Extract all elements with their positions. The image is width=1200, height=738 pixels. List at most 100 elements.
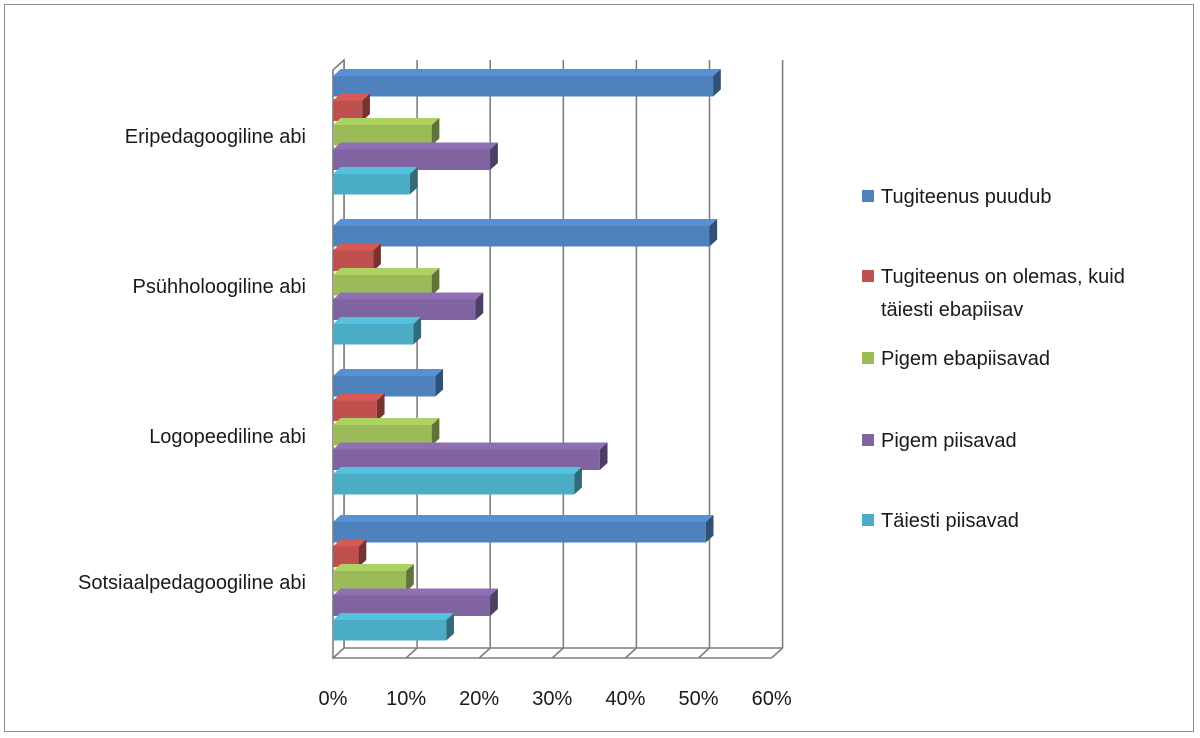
bar-end xyxy=(373,243,381,271)
x-tick-label: 60% xyxy=(752,688,792,710)
bar-top xyxy=(333,564,414,571)
bar-top xyxy=(333,539,367,547)
bar-front xyxy=(333,76,714,97)
legend: Tugiteenus puudub Tugiteenus on olemas, k… xyxy=(862,186,1125,532)
bar-front xyxy=(333,324,414,345)
x-tick-label: 40% xyxy=(605,688,645,710)
bar-top xyxy=(333,243,381,251)
legend-swatch xyxy=(862,270,874,282)
bar xyxy=(333,393,385,421)
floor-depth-line xyxy=(478,647,491,659)
legend-label: Pigem ebapiisavad xyxy=(881,348,1050,370)
category-label: Sotsiaalpedagoogiline abi xyxy=(78,572,306,594)
legend-swatch xyxy=(862,190,874,202)
bar-top xyxy=(333,369,444,376)
bar-front xyxy=(333,226,710,247)
bar xyxy=(333,69,721,97)
bar-top xyxy=(333,613,455,620)
bar-end xyxy=(713,69,721,97)
bar-front xyxy=(333,595,491,616)
bar-end xyxy=(409,167,418,195)
bar-end xyxy=(362,93,370,121)
bar xyxy=(333,369,444,397)
bar-end xyxy=(413,317,422,345)
bar xyxy=(333,467,582,495)
bar-top xyxy=(333,93,370,101)
bar xyxy=(333,243,381,271)
bar-top xyxy=(333,588,498,596)
legend-item: Täiesti piisavad xyxy=(862,510,1019,532)
bar-end xyxy=(709,219,718,247)
bar-front xyxy=(333,376,436,397)
legend-label: Pigem piisavad xyxy=(881,430,1017,452)
bar-top xyxy=(333,142,498,150)
x-tick-label: 0% xyxy=(319,688,348,710)
bar-end xyxy=(490,588,498,616)
bar-top xyxy=(333,69,721,76)
bar-end xyxy=(406,564,414,592)
category-label: Psühholoogiline abi xyxy=(133,276,306,298)
bar xyxy=(333,268,440,296)
legend-item: Pigem piisavad xyxy=(862,430,1017,452)
bar-front xyxy=(333,400,377,421)
bar-front xyxy=(333,275,432,296)
bar xyxy=(333,317,422,345)
bar-end xyxy=(705,515,714,543)
bar-top xyxy=(333,292,484,300)
bar-top xyxy=(333,442,608,450)
bar-end xyxy=(376,393,385,421)
bar-top xyxy=(333,167,418,174)
floor-depth-line xyxy=(771,647,784,659)
bar-top xyxy=(333,393,385,401)
legend-item: Pigem ebapiisavad xyxy=(862,348,1050,370)
legend-swatch xyxy=(862,514,874,526)
bar-front xyxy=(333,571,407,592)
bars xyxy=(333,69,721,641)
bar-front xyxy=(333,425,432,446)
bar xyxy=(333,515,714,543)
bar xyxy=(333,219,718,247)
bar-top xyxy=(333,515,714,522)
legend-item: Tugiteenus on olemas, kuid täiesti ebapii… xyxy=(862,266,1125,321)
bar-front xyxy=(333,250,374,271)
x-tick-label: 50% xyxy=(678,688,718,710)
floor-depth-line xyxy=(551,647,564,659)
bar-front xyxy=(333,620,447,641)
bar-end xyxy=(490,142,498,170)
bar-front xyxy=(333,125,432,146)
legend-label: Tugiteenus puudub xyxy=(881,186,1052,208)
bar-top xyxy=(333,467,582,474)
legend-label: Tugiteenus on olemas, kuid xyxy=(881,266,1125,288)
bar-end xyxy=(435,369,444,397)
bar xyxy=(333,118,440,146)
bar-front xyxy=(333,546,359,567)
bar xyxy=(333,588,498,616)
bar-end xyxy=(431,418,440,446)
legend-item: Tugiteenus puudub xyxy=(862,186,1052,208)
chart-frame xyxy=(4,4,1194,732)
bar xyxy=(333,564,414,592)
bar xyxy=(333,142,498,170)
bar-end xyxy=(431,268,440,296)
bar-front xyxy=(333,522,706,543)
x-tick-label: 20% xyxy=(459,688,499,710)
bar-top xyxy=(333,317,422,324)
bar-top xyxy=(333,118,440,125)
x-tick-label: 10% xyxy=(386,688,426,710)
bar-front xyxy=(333,299,476,320)
floor-depth-line xyxy=(624,647,637,659)
bar-top xyxy=(333,418,440,425)
legend-swatch xyxy=(862,352,874,364)
bar-end xyxy=(475,292,484,320)
legend-label: Täiesti piisavad xyxy=(881,510,1019,532)
bar-top xyxy=(333,219,718,226)
bar xyxy=(333,418,440,446)
bar xyxy=(333,613,455,641)
bar-end xyxy=(574,467,582,495)
bar-front xyxy=(333,474,575,495)
bar-front xyxy=(333,100,363,121)
bar xyxy=(333,539,367,567)
x-tick-label: 30% xyxy=(532,688,572,710)
bar-front xyxy=(333,174,410,195)
